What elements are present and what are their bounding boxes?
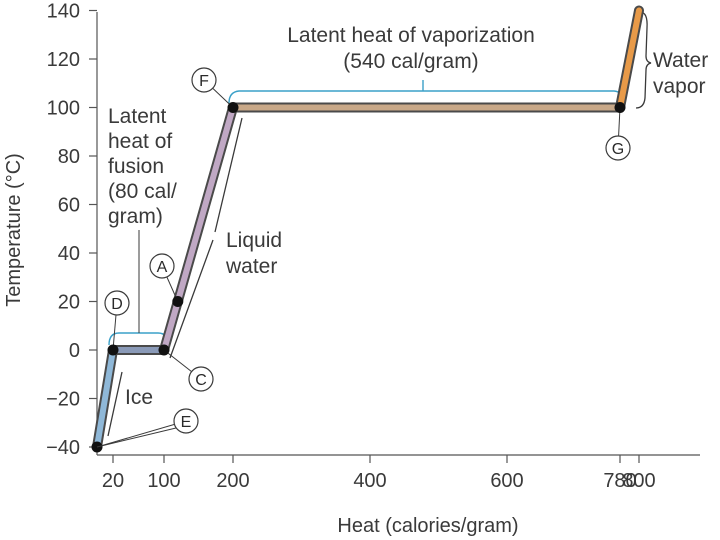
x-tick-label: 200 <box>216 470 249 492</box>
y-tick-label: −40 <box>46 437 80 459</box>
point-label-circle-c <box>188 366 214 392</box>
y-tick-label: 60 <box>58 195 80 217</box>
point-label-c: C <box>195 372 207 389</box>
water-vapor-brace <box>635 11 652 109</box>
point-label-f: F <box>199 73 209 90</box>
fusion-label-line3: fusion <box>108 155 164 178</box>
ice-label: Ice <box>125 386 153 409</box>
point-label-d: D <box>111 296 123 313</box>
x-axis-title: Heat (calories/gram) <box>337 515 518 537</box>
liquid-water-label-line2: water <box>225 255 277 278</box>
point-marker-g <box>614 102 626 113</box>
y-axis-title: Temperature (°C) <box>3 153 25 307</box>
heating-curve <box>92 5 644 452</box>
x-tick-label: 400 <box>353 470 386 492</box>
y-tick-label: 20 <box>58 292 80 314</box>
point-label-circle-f <box>191 67 217 93</box>
point-label-circle-e <box>173 408 199 434</box>
vaporization-label-line2: (540 cal/gram) <box>343 50 478 73</box>
curve-segment-3 <box>161 104 236 353</box>
point-label-g: G <box>612 141 624 158</box>
point-marker-d <box>107 344 119 356</box>
point-marker-a <box>172 296 184 307</box>
point-leader-e-secondary <box>96 427 177 448</box>
fusion-label-line2: heat of <box>108 130 172 153</box>
x-tick-label: 800 <box>622 470 655 492</box>
point-label-circle-a <box>149 253 175 279</box>
x-tick-label: 20 <box>102 470 124 492</box>
y-tick-label: 120 <box>47 49 80 71</box>
curve-segment-5 <box>617 7 642 111</box>
fusion-label-line1: Latent <box>108 105 167 128</box>
fusion-label-line5: gram) <box>108 205 163 228</box>
vaporization-label-line1: Latent heat of vaporization <box>287 24 535 47</box>
y-tick-label: 40 <box>58 243 80 265</box>
point-label-a: A <box>157 259 168 276</box>
vaporization-bracket <box>228 90 625 104</box>
point-leader-e <box>96 420 187 448</box>
water-vapor-label-line2: vapor <box>653 75 706 98</box>
point-label-e: E <box>181 414 192 431</box>
x-tick-label: 600 <box>490 470 523 492</box>
point-marker-c <box>158 344 170 356</box>
liquid-water-label-line1: Liquid <box>226 229 282 252</box>
annotation-brackets <box>107 11 652 437</box>
y-axis-ticks: 140 120 100 80 60 40 20 0 −20 −40 <box>46 1 97 459</box>
x-tick-label: 780 <box>603 470 636 492</box>
y-tick-label: 80 <box>58 146 80 168</box>
point-label-circle-g <box>605 135 631 161</box>
point-label-circle-d <box>104 290 130 316</box>
y-tick-label: 0 <box>69 340 80 362</box>
x-tick-label: 100 <box>147 470 180 492</box>
y-tick-label: −20 <box>46 389 80 411</box>
curve-segment-1 <box>94 347 116 450</box>
y-tick-label: 140 <box>47 1 80 23</box>
point-marker-f <box>227 102 239 113</box>
water-vapor-label-line1: Water <box>653 49 708 72</box>
ice-bracket <box>107 371 123 437</box>
fusion-label-line4: (80 cal/ <box>108 180 177 203</box>
fusion-bracket <box>108 332 169 346</box>
liquid-water-bracket <box>169 117 243 359</box>
curve-points: A C D E F G <box>91 67 631 453</box>
y-tick-label: 100 <box>47 98 80 120</box>
